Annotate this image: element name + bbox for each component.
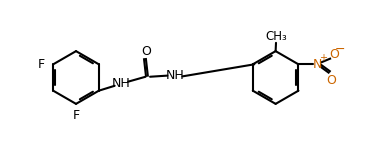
Text: +: + bbox=[319, 53, 327, 63]
Text: NH: NH bbox=[166, 69, 184, 82]
Text: O: O bbox=[329, 48, 339, 61]
Text: −: − bbox=[335, 43, 345, 56]
Text: O: O bbox=[141, 45, 151, 58]
Text: F: F bbox=[73, 109, 80, 122]
Text: F: F bbox=[37, 58, 45, 71]
Text: O: O bbox=[326, 74, 336, 87]
Text: NH: NH bbox=[111, 77, 130, 90]
Text: N: N bbox=[313, 58, 322, 71]
Text: CH₃: CH₃ bbox=[265, 30, 287, 43]
